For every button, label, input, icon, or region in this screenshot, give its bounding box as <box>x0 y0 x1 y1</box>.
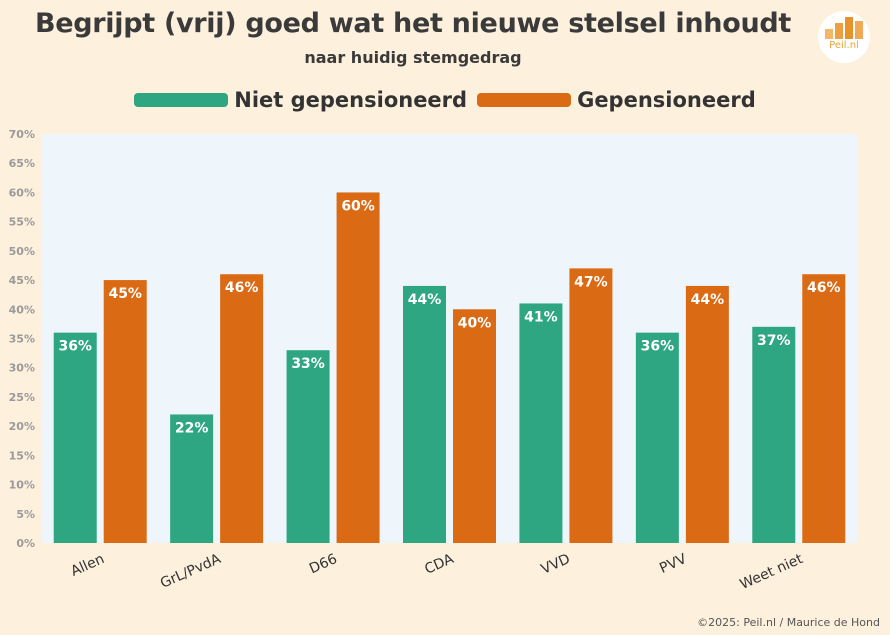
y-tick-label: 60% <box>9 186 35 199</box>
bar-value-label: 46% <box>225 280 259 296</box>
y-tick-label: 50% <box>9 245 35 258</box>
bar-gepensioneerd <box>336 192 380 543</box>
x-tick-label: CDA <box>422 551 456 578</box>
legend-label-gepensioneerd: Gepensioneerd <box>577 88 756 112</box>
legend-swatch-gepensioneerd <box>477 93 572 107</box>
y-tick-label: 15% <box>9 449 35 462</box>
y-tick-label: 20% <box>9 420 35 433</box>
bar-gepensioneerd <box>802 274 846 543</box>
y-tick-label: 35% <box>9 333 35 346</box>
bar-niet-gepensioneerd <box>170 414 214 543</box>
x-tick-label: VVD <box>539 551 573 578</box>
bar-value-label: 33% <box>291 356 325 372</box>
bar-value-label: 44% <box>408 292 442 308</box>
bar-gepensioneerd <box>220 274 264 543</box>
bars: 36% 45% 22% 46% 33% 60% 44% 40% 41% 47% 36% 44% 37% 4… <box>53 192 846 543</box>
legend-label-niet-gepensioneerd: Niet gepensioneerd <box>234 88 468 112</box>
legend: Niet gepensioneerd Gepensioneerd <box>0 88 890 112</box>
y-tick-label: 5% <box>16 508 35 521</box>
bar-value-label: 22% <box>175 420 209 436</box>
plot-area <box>42 134 857 543</box>
bar-value-label: 40% <box>458 315 492 331</box>
y-tick-label: 10% <box>9 479 35 492</box>
bar-gepensioneerd <box>569 268 613 543</box>
y-tick-label: 25% <box>9 391 35 404</box>
x-tick-label: PVV <box>657 551 689 577</box>
y-tick-label: 45% <box>9 274 35 287</box>
logo-text: Peil.nl <box>829 40 859 51</box>
bar-gepensioneerd <box>453 309 496 543</box>
y-tick-label: 65% <box>9 157 35 170</box>
chart-subtitle: naar huidig stemgedrag <box>304 48 522 67</box>
bar-niet-gepensioneerd <box>519 303 563 543</box>
bar-value-label: 37% <box>757 333 791 349</box>
bar-gepensioneerd <box>685 285 729 543</box>
y-tick-label: 30% <box>9 362 35 375</box>
x-tick-label: GrL/PvdA <box>158 551 224 592</box>
x-tick-label: Allen <box>69 551 107 580</box>
y-tick-label: 55% <box>9 216 35 229</box>
bar-value-label: 36% <box>641 339 675 355</box>
bar-value-label: 46% <box>807 280 841 296</box>
y-tick-label: 0% <box>16 537 35 550</box>
legend-item-niet-gepensioneerd: Niet gepensioneerd <box>134 88 467 112</box>
bar-value-label: 60% <box>341 198 375 214</box>
x-tick-label: D66 <box>307 551 340 577</box>
bar-chart-icon <box>825 17 863 39</box>
credit: ©2025: Peil.nl / Maurice de Hond <box>697 616 880 629</box>
peil-logo: Peil.nl <box>818 11 870 63</box>
bar-niet-gepensioneerd <box>635 332 679 543</box>
y-axis: 0% 5% 10% 15% 20% 25% 30% 35% 40% 45% 50% 55% 60% 65%… <box>9 128 35 550</box>
legend-item-gepensioneerd: Gepensioneerd <box>477 88 756 112</box>
bar-value-label: 36% <box>58 339 92 355</box>
bar-niet-gepensioneerd <box>752 326 796 543</box>
bar-value-label: 45% <box>108 286 142 302</box>
bar-niet-gepensioneerd <box>286 350 330 543</box>
y-tick-label: 40% <box>9 303 35 316</box>
bar-value-label: 41% <box>524 309 558 325</box>
bar-value-label: 44% <box>691 292 725 308</box>
bar-gepensioneerd <box>103 280 147 543</box>
bar-niet-gepensioneerd <box>403 285 446 543</box>
x-tick-label: Weet niet <box>738 551 806 593</box>
legend-swatch-niet-gepensioneerd <box>134 93 229 107</box>
chart-title: Begrijpt (vrij) goed wat het nieuwe stel… <box>34 8 792 39</box>
bar-value-label: 47% <box>574 274 608 290</box>
bar-niet-gepensioneerd <box>53 332 97 543</box>
x-axis: Allen GrL/PvdA D66 CDA VVD PVV Weet niet <box>69 551 806 593</box>
y-tick-label: 70% <box>9 128 35 141</box>
